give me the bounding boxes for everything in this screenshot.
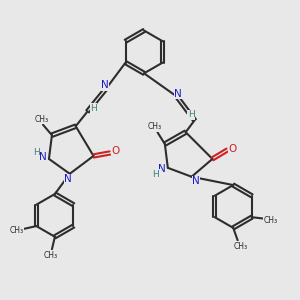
Text: O: O — [111, 146, 119, 157]
Text: O: O — [229, 143, 237, 154]
Text: N: N — [100, 80, 108, 90]
Text: CH₃: CH₃ — [264, 216, 278, 225]
Text: H: H — [188, 110, 194, 119]
Text: N: N — [38, 152, 46, 162]
Text: CH₃: CH₃ — [234, 242, 248, 251]
Text: N: N — [158, 164, 166, 174]
Text: N: N — [192, 176, 200, 186]
Text: N: N — [64, 174, 72, 184]
Text: CH₃: CH₃ — [44, 251, 58, 260]
Text: N: N — [174, 88, 182, 98]
Text: CH₃: CH₃ — [9, 226, 23, 235]
Text: CH₃: CH₃ — [148, 122, 162, 131]
Text: H: H — [33, 148, 40, 157]
Text: H: H — [153, 170, 159, 179]
Text: CH₃: CH₃ — [34, 115, 49, 124]
Text: H: H — [90, 104, 97, 113]
